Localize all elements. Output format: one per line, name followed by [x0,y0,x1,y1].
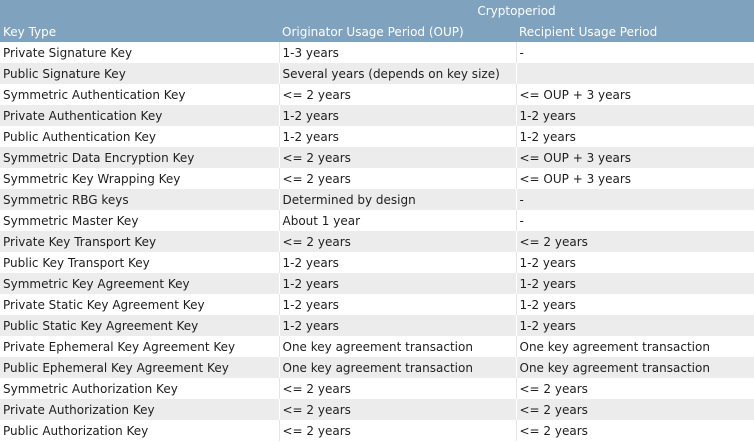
table-row: Public Static Key Agreement Key 1-2 years… [0,315,754,336]
cell-rup: <= 2 years [515,420,754,441]
cell-rup: <= OUP + 3 years [515,147,754,168]
table-row: Public Key Transport Key 1-2 years 1-2 yea… [0,252,754,273]
cell-rup: One key agreement transaction [515,336,754,357]
table-row: Public Authorization Key <= 2 years <= 2 y… [0,420,754,441]
cell-rup: - [515,210,754,231]
cell-key-type: Public Signature Key [0,63,279,84]
cell-key-type: Symmetric Master Key [0,210,279,231]
cell-oup: Several years (depends on key size) [278,63,516,84]
table-row: Private Authorization Key <= 2 years <= 2 … [0,399,754,420]
header-cryptoperiod: Cryptoperiod [279,0,754,21]
cell-rup: 1-2 years [515,105,754,126]
cell-oup: About 1 year [278,210,516,231]
cell-rup: <= 2 years [515,231,754,252]
table-row: Private Key Transport Key <= 2 years <= 2 … [0,231,754,252]
cell-rup: <= OUP + 3 years [515,84,754,105]
cell-oup: 1-2 years [278,105,516,126]
cell-oup: 1-2 years [278,315,516,336]
cell-key-type: Public Ephemeral Key Agreement Key [0,357,279,378]
cell-rup: - [515,42,754,63]
cell-rup [515,63,754,84]
header-oup: Originator Usage Period (OUP) [279,21,516,42]
cell-key-type: Symmetric Data Encryption Key [0,147,279,168]
cell-rup: 1-2 years [515,126,754,147]
cell-rup: One key agreement transaction [515,357,754,378]
table-row: Private Ephemeral Key Agreement Key One k… [0,336,754,357]
table-row: Private Authentication Key 1-2 years 1-2 y… [0,105,754,126]
table-row: Public Ephemeral Key Agreement Key One ke… [0,357,754,378]
table-row: Symmetric Authorization Key <= 2 years <= … [0,378,754,399]
table-body: Private Signature Key 1-3 years - Public Si… [0,42,754,441]
cell-oup: <= 2 years [278,231,516,252]
table-row: Symmetric RBG keys Determined by design - [0,189,754,210]
table-row: Symmetric Key Wrapping Key <= 2 years <= O… [0,168,754,189]
table-header: Cryptoperiod Key Type Originator Usage P… [0,0,754,42]
cell-key-type: Private Key Transport Key [0,231,279,252]
cell-key-type: Private Signature Key [0,42,279,63]
cell-oup: <= 2 years [278,399,516,420]
cell-rup: <= OUP + 3 years [515,168,754,189]
cell-oup: 1-2 years [278,126,516,147]
header-blank [0,0,279,21]
table-row: Public Authentication Key 1-2 years 1-2 ye… [0,126,754,147]
cell-key-type: Public Authentication Key [0,126,279,147]
cell-rup: <= 2 years [515,378,754,399]
cell-key-type: Private Authentication Key [0,105,279,126]
cell-oup: One key agreement transaction [278,357,516,378]
cell-oup: <= 2 years [278,168,516,189]
cell-key-type: Private Authorization Key [0,399,279,420]
header-group-row: Cryptoperiod [0,0,754,21]
cell-oup: <= 2 years [278,84,516,105]
cell-rup: <= 2 years [515,399,754,420]
header-rup: Recipient Usage Period [516,21,754,42]
table-row: Symmetric Data Encryption Key <= 2 years <… [0,147,754,168]
cell-oup: <= 2 years [278,147,516,168]
cell-key-type: Private Ephemeral Key Agreement Key [0,336,279,357]
cell-oup: 1-2 years [278,273,516,294]
table-row: Public Signature Key Several years (depen… [0,63,754,84]
cell-oup: One key agreement transaction [278,336,516,357]
cell-rup: - [515,189,754,210]
cell-key-type: Public Static Key Agreement Key [0,315,279,336]
table-row: Symmetric Authentication Key <= 2 years <=… [0,84,754,105]
cell-oup: 1-2 years [278,252,516,273]
cell-oup: Determined by design [278,189,516,210]
cell-key-type: Private Static Key Agreement Key [0,294,279,315]
cell-rup: 1-2 years [515,273,754,294]
table-row: Symmetric Master Key About 1 year - [0,210,754,231]
table-row: Private Signature Key 1-3 years - [0,42,754,63]
header-column-row: Key Type Originator Usage Period (OUP) R… [0,21,754,42]
cell-key-type: Symmetric RBG keys [0,189,279,210]
cell-rup: 1-2 years [515,315,754,336]
cell-key-type: Public Key Transport Key [0,252,279,273]
cell-rup: 1-2 years [515,252,754,273]
cell-key-type: Symmetric Authentication Key [0,84,279,105]
table-row: Private Static Key Agreement Key 1-2 year… [0,294,754,315]
header-key-type: Key Type [0,21,279,42]
cell-oup: 1-2 years [278,294,516,315]
cell-key-type: Public Authorization Key [0,420,279,441]
cell-rup: 1-2 years [515,294,754,315]
cell-key-type: Symmetric Key Wrapping Key [0,168,279,189]
cell-oup: <= 2 years [278,420,516,441]
cell-oup: 1-3 years [278,42,516,63]
table-row: Symmetric Key Agreement Key 1-2 years 1-2 … [0,273,754,294]
cell-key-type: Symmetric Authorization Key [0,378,279,399]
cell-key-type: Symmetric Key Agreement Key [0,273,279,294]
cell-oup: <= 2 years [278,378,516,399]
